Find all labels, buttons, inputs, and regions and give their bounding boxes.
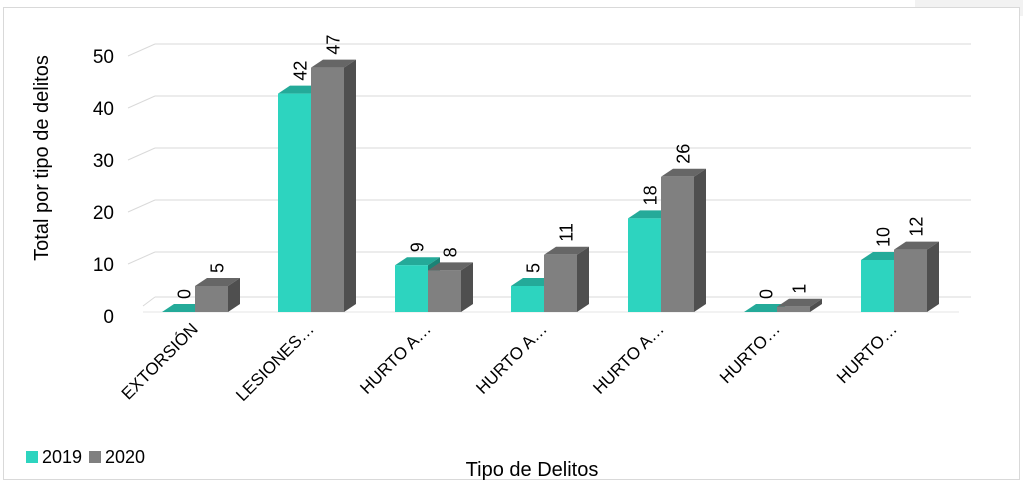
y-axis-ticks: 0 10 20 30 40 50 (93, 47, 114, 328)
data-label-2020-2: 8 (441, 247, 461, 257)
x-tick-label-2: HURTO A… (356, 319, 434, 397)
x-tick-label-1: LESIONES… (232, 319, 318, 405)
y-tick-label: 10 (93, 255, 114, 276)
bar-side (577, 246, 589, 312)
legend-swatch-2020 (89, 451, 101, 463)
bar-side (344, 59, 356, 312)
y-axis-title: Total por tipo de delitos (31, 55, 53, 261)
data-label-2020-1: 47 (324, 35, 344, 55)
bar-top (428, 262, 473, 271)
bars (162, 59, 939, 312)
data-label-2019-1: 42 (291, 61, 311, 81)
bar-side (461, 262, 473, 312)
bar-front (861, 260, 894, 312)
y-tick-label: 20 (93, 203, 114, 224)
bar-front (278, 93, 311, 312)
x-tick-label-6: HURTO… (833, 319, 901, 387)
y-tick-label: 40 (93, 99, 114, 120)
x-tick-label-4: HURTO A… (589, 319, 667, 397)
y-tick-label: 0 (103, 307, 114, 328)
data-label-2020-0: 5 (208, 263, 228, 273)
bar-side (694, 168, 706, 312)
x-tick-label-3: HURTO A… (472, 319, 550, 397)
data-label-2019-3: 5 (524, 263, 544, 273)
bar-top (894, 241, 939, 250)
bar-2020-2 (428, 262, 473, 312)
y-tick-label: 50 (93, 47, 114, 68)
legend: 2019 2020 (26, 447, 145, 467)
x-tick-label-0: EXTORSIÓN (118, 319, 202, 403)
y-tick-label: 30 (93, 151, 114, 172)
bar-front (894, 249, 927, 312)
data-label-2019-2: 9 (408, 242, 428, 252)
data-labels: 0 5 42 47 9 8 5 11 18 26 0 1 10 12 (175, 35, 927, 299)
bar-front (195, 286, 228, 312)
bar-top (311, 59, 356, 68)
bar-front (544, 254, 577, 312)
bar-top (195, 278, 240, 286)
bar-2020-4 (661, 168, 706, 312)
gridline-50-slant (127, 43, 156, 57)
bar-top (395, 257, 440, 266)
legend-label-2019: 2019 (42, 447, 82, 467)
data-label-2019-0: 0 (175, 289, 195, 299)
data-label-2020-5: 1 (790, 284, 810, 294)
gridline-10-slant (127, 251, 156, 265)
x-tick-label-5: HURTO… (716, 319, 784, 387)
bar-2020-3 (544, 246, 589, 312)
bar-front (661, 176, 694, 312)
bar-side (228, 278, 240, 312)
bar-front (628, 218, 661, 312)
legend-label-2020: 2020 (105, 447, 145, 467)
legend-swatch-2019 (26, 451, 38, 463)
bar-2020-0 (195, 278, 240, 312)
data-label-2020-4: 26 (674, 144, 694, 164)
data-label-2019-5: 0 (757, 289, 777, 299)
bar-2020-6 (894, 241, 939, 312)
bar-2020-5 (777, 298, 822, 312)
bar-top (661, 168, 706, 177)
data-label-2019-6: 10 (874, 227, 894, 247)
gridline-20-slant (127, 199, 156, 213)
data-label-2019-4: 18 (641, 185, 661, 205)
bar-top (544, 246, 589, 255)
bar-2020-1 (311, 59, 356, 312)
x-axis-title: Tipo de Delitos (466, 459, 599, 481)
bar-side (810, 298, 822, 312)
bar-top (777, 298, 822, 307)
data-label-2020-6: 12 (907, 217, 927, 237)
gridline-40-slant (127, 95, 156, 109)
data-label-2020-3: 11 (557, 223, 577, 242)
bar-front (511, 286, 544, 312)
bar-front (428, 270, 461, 312)
chart-frame (3, 7, 1020, 480)
bar-front (395, 265, 428, 312)
gridline-0 (142, 296, 156, 307)
x-axis-ticks: EXTORSIÓN LESIONES… HURTO A… HURTO A… HURTO … (118, 319, 901, 405)
bar-front (311, 67, 344, 312)
gridline-30-slant (127, 147, 156, 161)
bar-front (777, 306, 810, 312)
bar-side (927, 241, 939, 312)
